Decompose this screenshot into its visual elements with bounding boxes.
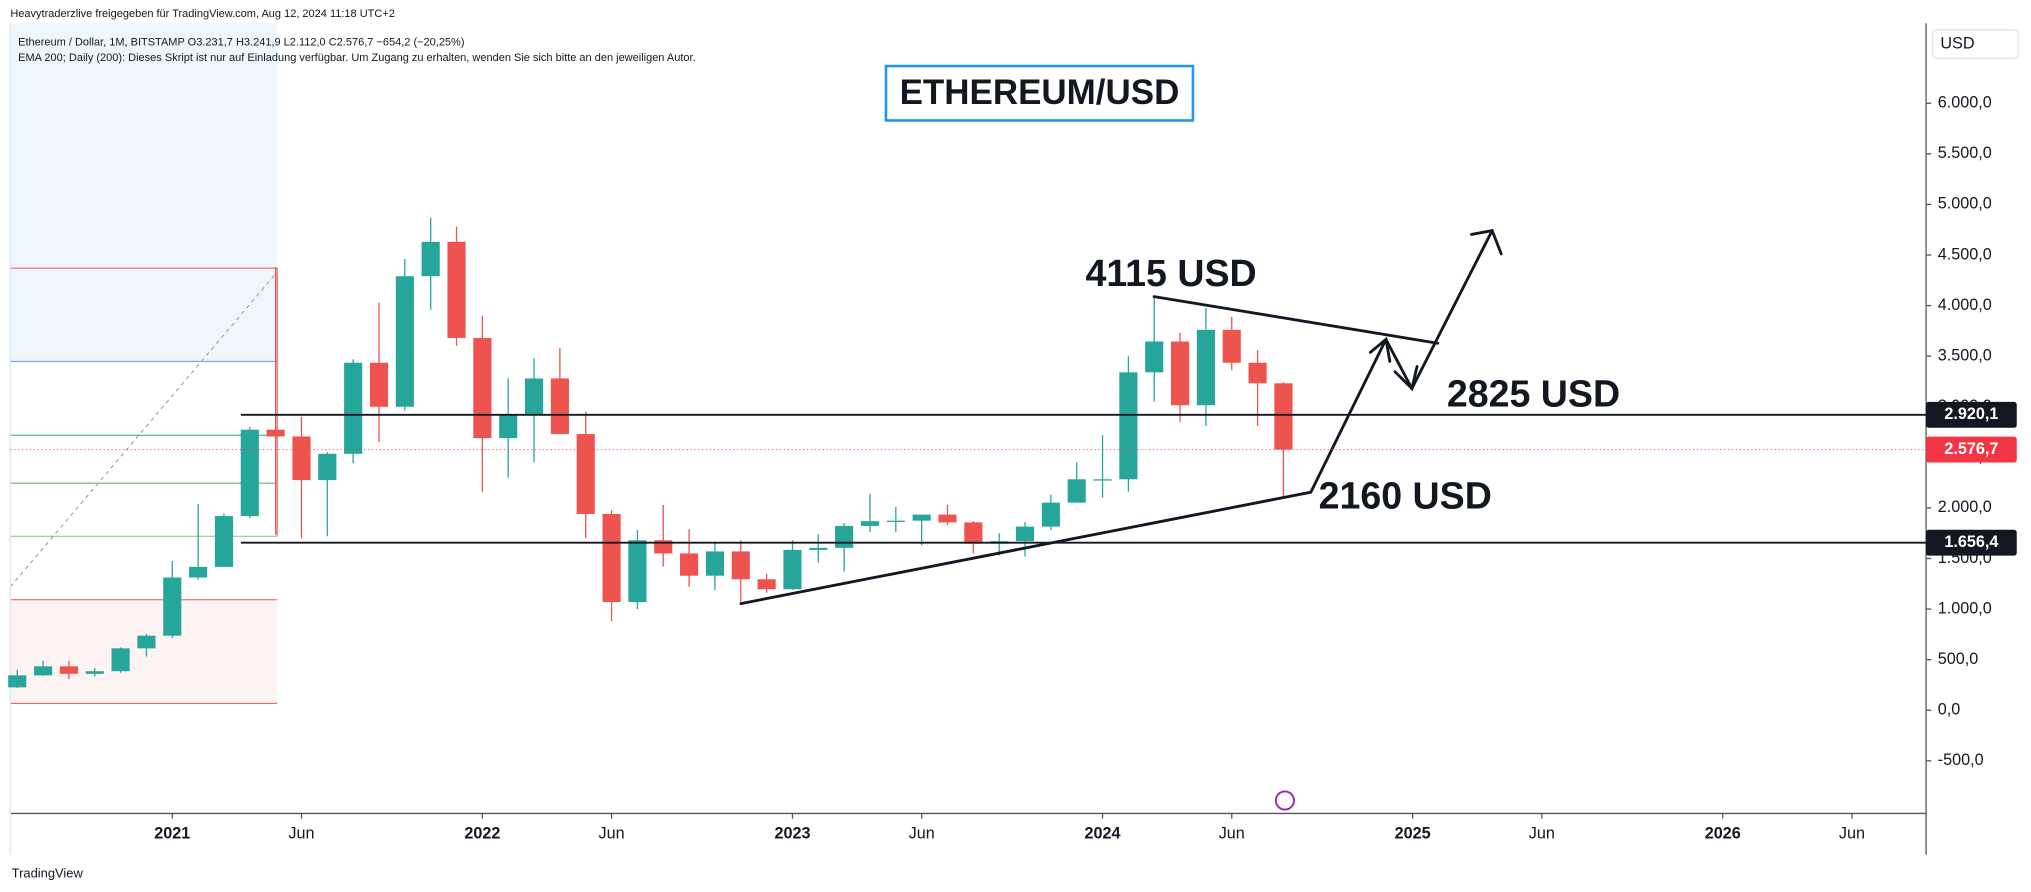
candle-body <box>860 521 880 526</box>
price-label: 1.656,4 <box>1944 533 1998 551</box>
currency-box[interactable] <box>1931 29 2019 59</box>
currency[interactable]: USD <box>1940 34 1974 52</box>
x-tick-label: 2023 <box>774 824 810 842</box>
x-tick-label: Jun <box>909 824 935 842</box>
price-label: 2.576,7 <box>1944 440 1998 458</box>
candle-body <box>34 666 53 676</box>
x-tick-label: Jun <box>599 824 625 842</box>
candle-body <box>1119 372 1138 480</box>
candle-body <box>8 675 27 688</box>
candle-body <box>705 551 724 576</box>
candle-body <box>1274 383 1293 450</box>
candle-body <box>912 514 931 521</box>
candle-body <box>1196 329 1215 406</box>
candle-body <box>1222 329 1241 363</box>
candle-body <box>550 378 569 435</box>
candle-body <box>938 514 957 523</box>
y-tick-label: 4.500,0 <box>1938 245 1992 263</box>
price-label-box <box>1926 436 2017 463</box>
candle-body <box>1041 502 1060 527</box>
annotation: 2825 USD <box>1447 372 1620 414</box>
y-tick-label: 5.000,0 <box>1938 195 1992 213</box>
candle-body <box>628 540 647 602</box>
y-tick-label: 2.000,0 <box>1938 498 1992 516</box>
y-tick-label: 4.000,0 <box>1938 296 1992 314</box>
annotation: 2160 USD <box>1319 475 1492 517</box>
candle-body <box>1015 526 1035 542</box>
annotation: 4115 USD <box>1085 252 1256 294</box>
candle-body <box>1093 479 1112 481</box>
candle-body <box>189 566 208 578</box>
candle-body <box>111 648 130 672</box>
candle-body <box>369 362 389 407</box>
candle-body <box>524 378 544 415</box>
candle-body <box>473 337 492 439</box>
x-tick-label: 2022 <box>464 824 500 842</box>
drawings <box>739 228 1503 606</box>
candle-body <box>1067 479 1086 503</box>
candle-body <box>964 522 983 544</box>
event-icon[interactable] <box>1274 790 1295 811</box>
candle-body <box>85 671 104 674</box>
x-tick-label: 2021 <box>154 824 190 842</box>
x-tick-label: 2025 <box>1395 824 1431 842</box>
legend: Ethereum / Dollar, 1M, BITSTAMP O3.231,7… <box>18 37 464 49</box>
shared-by: Heavytraderzlive freigegeben für Trading… <box>10 8 395 20</box>
price-label-box <box>1926 529 2017 556</box>
price-label: 2.920,1 <box>1944 405 1998 423</box>
candle-body <box>757 579 776 590</box>
chart-title: ETHEREUM/USD <box>900 73 1180 112</box>
candle-body <box>809 547 828 550</box>
candle-body <box>137 635 156 649</box>
candle-body <box>214 516 234 567</box>
candle-body <box>163 577 182 636</box>
title-box <box>884 64 1195 122</box>
plot <box>8 102 1932 819</box>
candle-body <box>680 553 699 576</box>
candle-body <box>1170 341 1190 406</box>
fib-drawing <box>9 23 278 704</box>
x-tick-label: Jun <box>1839 824 1865 842</box>
candle-body <box>1145 341 1164 373</box>
candle-body <box>59 666 78 674</box>
footer: TradingView <box>12 866 84 881</box>
y-tick-label: 3.500,0 <box>1938 346 1992 364</box>
candle-body <box>318 453 337 481</box>
y-tick-label: -500,0 <box>1938 751 1984 769</box>
x-tick-label: 2026 <box>1705 824 1741 842</box>
y-tick-label: 5.500,0 <box>1938 144 1992 162</box>
y-tick-label: 0,0 <box>1938 701 1961 719</box>
candle-body <box>292 436 311 481</box>
x-tick-label: 2024 <box>1085 824 1121 842</box>
candle-body <box>266 429 285 437</box>
candle-body <box>886 520 905 522</box>
candle-body <box>576 434 595 514</box>
x-tick-label: Jun <box>288 824 314 842</box>
y-tick-label: 6.000,0 <box>1938 94 1992 112</box>
price-label-box <box>1926 401 2017 428</box>
candle-body <box>344 362 363 454</box>
indicator: EMA 200; Daily (200): Dieses Skript ist … <box>18 52 696 64</box>
candle-body <box>499 414 518 439</box>
candle-body <box>421 241 440 277</box>
candle-body <box>447 241 466 338</box>
candle-body <box>731 551 750 580</box>
candle-body <box>783 549 802 590</box>
y-tick-label: 1.000,0 <box>1938 599 1992 617</box>
x-tick-label: Jun <box>1219 824 1245 842</box>
candle-body <box>1248 362 1267 384</box>
candle-body <box>602 513 621 602</box>
candle-body <box>395 276 414 407</box>
x-tick-label: Jun <box>1529 824 1555 842</box>
y-tick-label: 500,0 <box>1938 650 1979 668</box>
candle-body <box>240 429 259 517</box>
candle-body <box>835 525 854 548</box>
